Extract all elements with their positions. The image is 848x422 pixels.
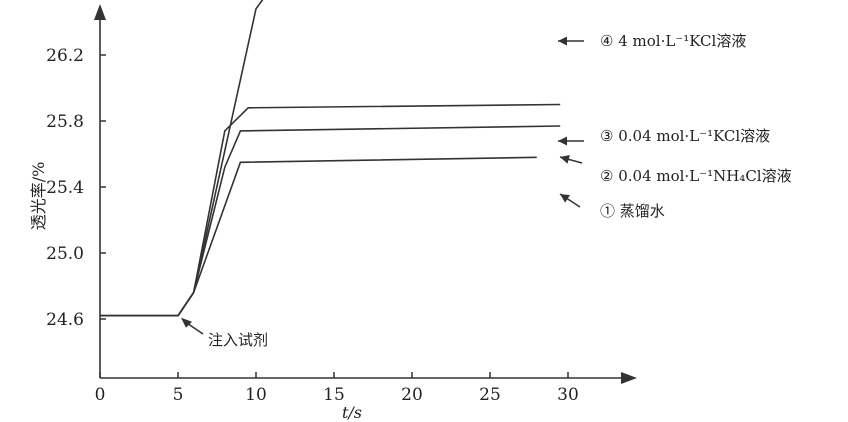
annotations: 注入试剂 — [181, 317, 268, 349]
series-leader-arrowhead — [560, 155, 570, 164]
series-label-3: ③ 0.04 mol·L⁻¹KCl溶液 — [600, 127, 770, 145]
series-leader-arrowhead — [558, 136, 567, 146]
y-tick-label: 26.2 — [46, 46, 84, 66]
y-axis-arrowhead — [94, 4, 106, 20]
x-tick-label: 10 — [245, 385, 267, 405]
series-leader-arrowhead — [560, 194, 570, 203]
axes — [94, 4, 637, 384]
series-line-4 — [100, 0, 264, 317]
x-tick-label: 30 — [557, 385, 579, 405]
y-axis-label: 透光率/% — [29, 162, 48, 231]
series-labels: ① 蒸馏水 ② 0.04 mol·L⁻¹NH₄Cl溶液 ③ 0.04 mol·L⁻¹… — [558, 32, 792, 220]
x-tick-label: 5 — [173, 385, 184, 405]
y-tick-label: 24.6 — [46, 310, 84, 330]
y-tick-label: 25.8 — [46, 112, 84, 132]
series-line-3 — [100, 103, 561, 317]
x-tick-label: 15 — [323, 385, 345, 405]
series-group — [100, 0, 561, 317]
y-tick-label: 25.0 — [46, 244, 84, 264]
series-line-2 — [100, 125, 561, 317]
x-tick-label: 0 — [95, 385, 106, 405]
series-label-1: ① 蒸馏水 — [600, 202, 665, 220]
series-label-4: ④ 4 mol·L⁻¹KCl溶液 — [600, 32, 746, 50]
series-line-1 — [100, 156, 537, 317]
annotation-arrowhead — [181, 317, 192, 328]
x-tick-label: 20 — [401, 385, 423, 405]
x-axis-arrowhead — [621, 372, 637, 384]
series-leader-arrowhead — [558, 36, 567, 46]
x-tick-label: 25 — [479, 385, 501, 405]
y-tick-label: 25.4 — [46, 178, 84, 198]
x-axis-label: t/s — [342, 403, 362, 422]
annotation-label: 注入试剂 — [208, 331, 268, 349]
series-label-2: ② 0.04 mol·L⁻¹NH₄Cl溶液 — [600, 167, 792, 185]
